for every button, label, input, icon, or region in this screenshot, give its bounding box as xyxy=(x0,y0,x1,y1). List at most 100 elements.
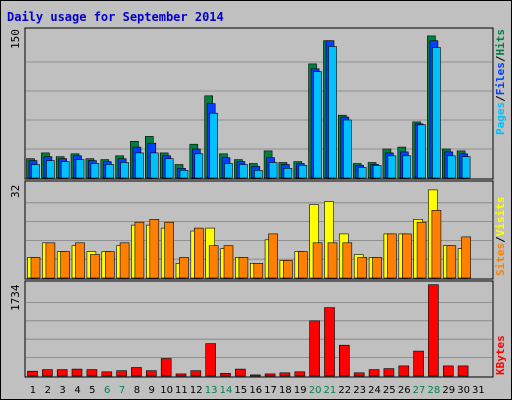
bar-pages xyxy=(417,124,426,179)
bar-kbytes xyxy=(250,374,261,377)
x-tick-label: 21 xyxy=(324,385,337,396)
bar-sites xyxy=(446,245,457,279)
bar-kbytes xyxy=(309,320,320,377)
legend-pages: Pages xyxy=(494,102,507,135)
bar-sites xyxy=(105,251,115,279)
x-tick-label: 12 xyxy=(190,385,203,396)
x-tick-label: 14 xyxy=(220,385,233,396)
bar-kbytes xyxy=(27,370,38,377)
x-tick-label: 9 xyxy=(149,385,155,396)
bar-pages xyxy=(402,155,412,179)
bar-sites xyxy=(75,242,85,279)
bar-pages xyxy=(150,152,159,179)
x-tick-label: 22 xyxy=(338,385,351,396)
bar-sites xyxy=(401,233,412,279)
bar-kbytes xyxy=(42,369,53,377)
x-tick-label: 3 xyxy=(59,385,65,396)
bar-kbytes xyxy=(101,371,113,377)
bar-sites xyxy=(223,245,234,279)
x-tick-label: 24 xyxy=(368,385,381,396)
bar-sites xyxy=(164,221,174,279)
x-tick-label: 26 xyxy=(398,385,411,396)
bars-group xyxy=(26,35,471,377)
bar-kbytes xyxy=(353,372,365,377)
bar-pages xyxy=(194,153,204,179)
legend-sites: Sites xyxy=(494,243,507,276)
bar-sites xyxy=(312,242,323,279)
bar-sites xyxy=(134,221,145,279)
bot-legend-vertical: KBytes xyxy=(494,335,507,375)
bar-kbytes xyxy=(368,369,380,377)
bar-kbytes xyxy=(235,368,246,377)
x-tick-label: 23 xyxy=(353,385,366,396)
x-tick-label: 18 xyxy=(279,385,292,396)
bar-pages xyxy=(90,163,100,179)
bar-kbytes xyxy=(398,365,410,377)
bar-pages xyxy=(75,159,85,179)
bar-kbytes xyxy=(220,372,231,377)
x-axis-labels: 1 2 3 4 5 6 7 8 9 10 11 12 13 14 15 16 17 18 19 20 21 22 23 24 2… xyxy=(30,385,485,396)
bar-pages xyxy=(461,156,471,179)
legend-hits: Hits xyxy=(494,29,507,56)
bar-sites xyxy=(60,251,71,279)
bar-kbytes xyxy=(205,343,216,377)
x-tick-label: 7 xyxy=(119,385,125,396)
bar-kbytes xyxy=(457,365,469,377)
bar-sites xyxy=(30,257,41,279)
x-tick-label: 20 xyxy=(309,385,322,396)
bar-sites xyxy=(268,233,278,279)
mid-legend-vertical: Sites/Visits xyxy=(494,197,507,277)
bar-pages xyxy=(31,164,40,179)
bar-sites xyxy=(253,262,264,279)
bar-kbytes xyxy=(146,370,157,377)
bar-kbytes xyxy=(131,367,142,377)
x-tick-label: 28 xyxy=(428,385,441,396)
bar-kbytes xyxy=(86,369,98,377)
bar-sites xyxy=(45,242,56,279)
bar-sites xyxy=(179,257,189,279)
x-tick-label: 16 xyxy=(249,385,262,396)
bar-pages xyxy=(357,167,367,179)
x-tick-label: 6 xyxy=(104,385,110,396)
bar-kbytes xyxy=(264,373,276,377)
bar-pages xyxy=(179,170,189,179)
bar-kbytes xyxy=(428,284,439,377)
bar-kbytes xyxy=(279,372,291,377)
x-tick-label: 1 xyxy=(30,385,36,396)
bot-ymax-label: 1734 xyxy=(9,284,22,311)
bar-kbytes xyxy=(116,370,127,377)
x-tick-label: 2 xyxy=(45,385,51,396)
bar-pages xyxy=(105,164,115,179)
bar-kbytes xyxy=(175,373,187,377)
bar-pages xyxy=(372,165,382,179)
top-legend-vertical: Pages/Files/Hits xyxy=(494,29,507,135)
bar-pages xyxy=(328,46,337,179)
bar-kbytes xyxy=(294,371,306,377)
bar-pages xyxy=(120,162,129,179)
x-tick-label: 31 xyxy=(472,385,485,396)
x-tick-label: 19 xyxy=(294,385,307,396)
bar-kbytes xyxy=(324,307,335,377)
bar-kbytes xyxy=(160,358,172,377)
bar-kbytes xyxy=(413,350,424,377)
bar-kbytes xyxy=(71,368,83,377)
bar-sites xyxy=(342,242,353,279)
bar-pages xyxy=(313,71,322,179)
legend-visits: Visits xyxy=(494,197,507,237)
bar-sites xyxy=(119,242,130,279)
bar-pages xyxy=(254,170,263,179)
bar-pages xyxy=(432,47,441,179)
bar-kbytes xyxy=(338,344,350,377)
x-tick-label: 27 xyxy=(413,385,426,396)
x-tick-label: 8 xyxy=(134,385,140,396)
bar-kbytes xyxy=(383,368,395,377)
bar-pages xyxy=(209,112,218,179)
x-tick-label: 29 xyxy=(442,385,455,396)
bar-pages xyxy=(268,162,278,179)
bar-sites xyxy=(149,219,160,279)
x-tick-label: 10 xyxy=(160,385,173,396)
bar-pages xyxy=(135,152,144,179)
bar-pages xyxy=(239,164,248,179)
bar-sites xyxy=(357,257,368,279)
